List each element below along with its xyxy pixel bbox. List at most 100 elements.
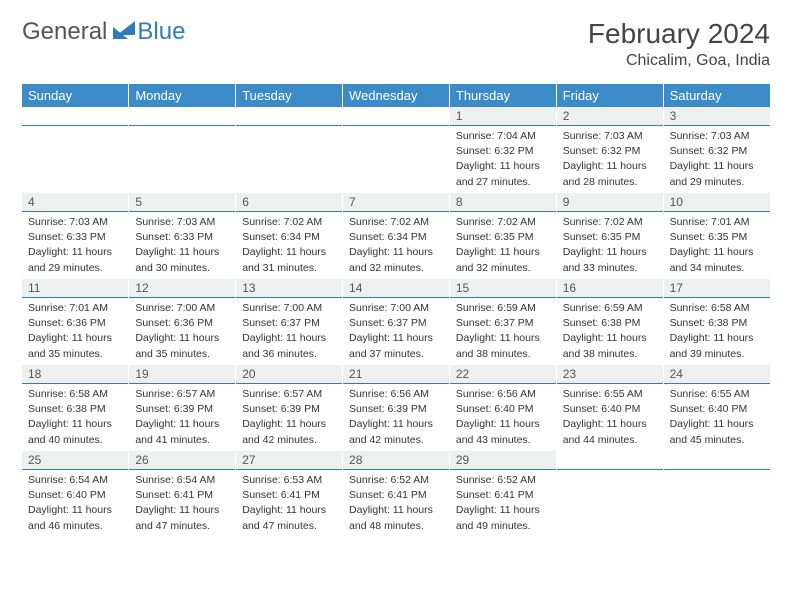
calendar-cell: 1Sunrise: 7:04 AMSunset: 6:32 PMDaylight… bbox=[449, 107, 556, 193]
detail-line: Sunrise: 7:00 AM bbox=[242, 301, 336, 315]
calendar-body: 1Sunrise: 7:04 AMSunset: 6:32 PMDaylight… bbox=[22, 107, 770, 537]
day-number: 29 bbox=[450, 451, 556, 470]
detail-line: Sunset: 6:33 PM bbox=[135, 230, 229, 244]
calendar-cell: 8Sunrise: 7:02 AMSunset: 6:35 PMDaylight… bbox=[449, 193, 556, 279]
calendar-cell: 9Sunrise: 7:02 AMSunset: 6:35 PMDaylight… bbox=[556, 193, 663, 279]
detail-line: Sunrise: 6:55 AM bbox=[563, 387, 657, 401]
detail-line: Sunset: 6:40 PM bbox=[563, 402, 657, 416]
detail-line: Daylight: 11 hours bbox=[242, 245, 336, 259]
detail-line: and 31 minutes. bbox=[242, 261, 336, 275]
detail-line: Daylight: 11 hours bbox=[28, 417, 122, 431]
detail-line: Daylight: 11 hours bbox=[135, 245, 229, 259]
detail-line: and 49 minutes. bbox=[456, 519, 550, 533]
calendar-cell: 29Sunrise: 6:52 AMSunset: 6:41 PMDayligh… bbox=[449, 451, 556, 537]
day-details: Sunrise: 7:02 AMSunset: 6:35 PMDaylight:… bbox=[450, 212, 556, 279]
detail-line: and 29 minutes. bbox=[28, 261, 122, 275]
detail-line: Daylight: 11 hours bbox=[135, 417, 229, 431]
detail-line: and 30 minutes. bbox=[135, 261, 229, 275]
detail-line: Sunrise: 6:59 AM bbox=[563, 301, 657, 315]
day-details: Sunrise: 6:52 AMSunset: 6:41 PMDaylight:… bbox=[343, 470, 449, 537]
detail-line: and 47 minutes. bbox=[242, 519, 336, 533]
day-number: 28 bbox=[343, 451, 449, 470]
day-details: Sunrise: 7:02 AMSunset: 6:34 PMDaylight:… bbox=[343, 212, 449, 279]
detail-line: Daylight: 11 hours bbox=[456, 503, 550, 517]
detail-line: and 28 minutes. bbox=[563, 175, 657, 189]
detail-line: Daylight: 11 hours bbox=[670, 159, 764, 173]
day-number: 25 bbox=[22, 451, 128, 470]
day-details: Sunrise: 7:04 AMSunset: 6:32 PMDaylight:… bbox=[450, 126, 556, 193]
day-number: 5 bbox=[129, 193, 235, 212]
detail-line: Sunset: 6:39 PM bbox=[242, 402, 336, 416]
detail-line: Sunset: 6:41 PM bbox=[349, 488, 443, 502]
calendar-cell: 20Sunrise: 6:57 AMSunset: 6:39 PMDayligh… bbox=[236, 365, 343, 451]
detail-line: and 47 minutes. bbox=[135, 519, 229, 533]
day-number-empty bbox=[236, 107, 342, 126]
day-details: Sunrise: 7:02 AMSunset: 6:35 PMDaylight:… bbox=[557, 212, 663, 279]
calendar-cell: 7Sunrise: 7:02 AMSunset: 6:34 PMDaylight… bbox=[343, 193, 450, 279]
day-number-empty bbox=[22, 107, 128, 126]
detail-line: Sunset: 6:40 PM bbox=[670, 402, 764, 416]
day-number: 8 bbox=[450, 193, 556, 212]
detail-line: Sunrise: 6:54 AM bbox=[28, 473, 122, 487]
calendar-cell bbox=[663, 451, 770, 537]
detail-line: Daylight: 11 hours bbox=[670, 417, 764, 431]
day-number: 14 bbox=[343, 279, 449, 298]
calendar-cell: 19Sunrise: 6:57 AMSunset: 6:39 PMDayligh… bbox=[129, 365, 236, 451]
detail-line: Daylight: 11 hours bbox=[242, 503, 336, 517]
calendar-cell: 28Sunrise: 6:52 AMSunset: 6:41 PMDayligh… bbox=[343, 451, 450, 537]
day-number: 7 bbox=[343, 193, 449, 212]
day-number: 4 bbox=[22, 193, 128, 212]
day-number: 10 bbox=[664, 193, 770, 212]
detail-line: and 36 minutes. bbox=[242, 347, 336, 361]
detail-line: Sunset: 6:34 PM bbox=[242, 230, 336, 244]
header: General Blue February 2024 Chicalim, Goa… bbox=[22, 18, 770, 70]
detail-line: Sunset: 6:37 PM bbox=[349, 316, 443, 330]
day-details: Sunrise: 7:00 AMSunset: 6:37 PMDaylight:… bbox=[343, 298, 449, 365]
detail-line: Sunset: 6:41 PM bbox=[242, 488, 336, 502]
detail-line: Sunset: 6:39 PM bbox=[349, 402, 443, 416]
day-number: 22 bbox=[450, 365, 556, 384]
detail-line: Sunrise: 7:03 AM bbox=[670, 129, 764, 143]
detail-line: Sunrise: 7:02 AM bbox=[242, 215, 336, 229]
detail-line: Daylight: 11 hours bbox=[28, 245, 122, 259]
detail-line: and 42 minutes. bbox=[349, 433, 443, 447]
detail-line: Sunrise: 6:56 AM bbox=[349, 387, 443, 401]
day-number: 11 bbox=[22, 279, 128, 298]
day-details: Sunrise: 6:56 AMSunset: 6:40 PMDaylight:… bbox=[450, 384, 556, 451]
detail-line: Daylight: 11 hours bbox=[349, 245, 443, 259]
detail-line: and 44 minutes. bbox=[563, 433, 657, 447]
calendar-cell: 12Sunrise: 7:00 AMSunset: 6:36 PMDayligh… bbox=[129, 279, 236, 365]
calendar-cell: 10Sunrise: 7:01 AMSunset: 6:35 PMDayligh… bbox=[663, 193, 770, 279]
detail-line: Daylight: 11 hours bbox=[28, 503, 122, 517]
detail-line: Sunset: 6:32 PM bbox=[563, 144, 657, 158]
detail-line: Sunrise: 6:58 AM bbox=[28, 387, 122, 401]
day-details: Sunrise: 7:03 AMSunset: 6:33 PMDaylight:… bbox=[22, 212, 128, 279]
detail-line: and 35 minutes. bbox=[135, 347, 229, 361]
detail-line: Daylight: 11 hours bbox=[456, 245, 550, 259]
detail-line: Sunset: 6:35 PM bbox=[456, 230, 550, 244]
detail-line: Sunrise: 7:03 AM bbox=[28, 215, 122, 229]
day-number: 15 bbox=[450, 279, 556, 298]
day-number: 9 bbox=[557, 193, 663, 212]
day-details: Sunrise: 7:01 AMSunset: 6:35 PMDaylight:… bbox=[664, 212, 770, 279]
detail-line: and 39 minutes. bbox=[670, 347, 764, 361]
calendar-cell: 15Sunrise: 6:59 AMSunset: 6:37 PMDayligh… bbox=[449, 279, 556, 365]
detail-line: Sunset: 6:34 PM bbox=[349, 230, 443, 244]
calendar-cell: 21Sunrise: 6:56 AMSunset: 6:39 PMDayligh… bbox=[343, 365, 450, 451]
detail-line: Daylight: 11 hours bbox=[349, 331, 443, 345]
day-details: Sunrise: 6:52 AMSunset: 6:41 PMDaylight:… bbox=[450, 470, 556, 537]
detail-line: Sunrise: 6:57 AM bbox=[242, 387, 336, 401]
calendar-cell: 16Sunrise: 6:59 AMSunset: 6:38 PMDayligh… bbox=[556, 279, 663, 365]
location: Chicalim, Goa, India bbox=[588, 52, 770, 70]
calendar-cell: 13Sunrise: 7:00 AMSunset: 6:37 PMDayligh… bbox=[236, 279, 343, 365]
detail-line: Daylight: 11 hours bbox=[135, 503, 229, 517]
detail-line: and 38 minutes. bbox=[563, 347, 657, 361]
detail-line: Daylight: 11 hours bbox=[456, 417, 550, 431]
detail-line: Sunrise: 6:53 AM bbox=[242, 473, 336, 487]
detail-line: Sunset: 6:32 PM bbox=[670, 144, 764, 158]
day-details: Sunrise: 6:57 AMSunset: 6:39 PMDaylight:… bbox=[236, 384, 342, 451]
detail-line: Sunrise: 6:55 AM bbox=[670, 387, 764, 401]
title-block: February 2024 Chicalim, Goa, India bbox=[588, 18, 770, 70]
day-number: 12 bbox=[129, 279, 235, 298]
detail-line: and 32 minutes. bbox=[456, 261, 550, 275]
